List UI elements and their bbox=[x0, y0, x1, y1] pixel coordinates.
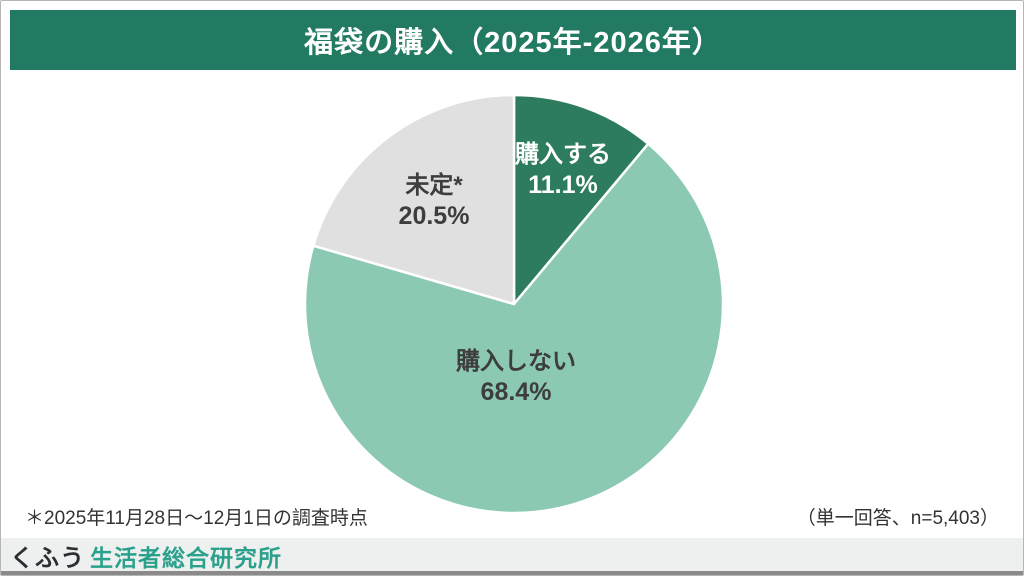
slice-name-no-purchase: 購入しない bbox=[456, 348, 576, 375]
slice-name-undecided: 未定* bbox=[405, 172, 463, 199]
footer-bar: くふう 生活者総合研究所 bbox=[1, 538, 1023, 573]
slice-label-undecided: 未定* 20.5% bbox=[324, 171, 544, 231]
bottom-border bbox=[1, 571, 1023, 575]
page-title: 福袋の購入（2025年-2026年） bbox=[304, 27, 722, 59]
pie-slice-0 bbox=[512, 93, 650, 306]
pie-slice-2 bbox=[312, 93, 516, 306]
slice-value-undecided: 20.5% bbox=[398, 202, 470, 230]
logo-kufu-text: くふう bbox=[10, 545, 85, 572]
brand-logo: くふう 生活者総合研究所 bbox=[10, 538, 282, 573]
slice-value-purchase: 11.1% bbox=[528, 171, 598, 199]
pie-chart-container bbox=[302, 92, 726, 516]
survey-date-note: ＊2025年11月28日〜12月1日の調査時点 bbox=[25, 508, 368, 529]
header-banner: 福袋の購入（2025年-2026年） bbox=[10, 10, 1016, 70]
slice-label-purchase: 購入する 11.1% bbox=[453, 140, 673, 200]
slice-value-no-purchase: 68.4% bbox=[480, 378, 552, 406]
pie-slice-1 bbox=[303, 142, 725, 515]
sample-size-note: （単一回答、n=5,403） bbox=[796, 508, 999, 529]
notes-row: ＊2025年11月28日〜12月1日の調査時点 （単一回答、n=5,403） bbox=[1, 505, 1023, 533]
slice-name-purchase: 購入する bbox=[515, 141, 611, 168]
slice-label-no-purchase: 購入しない 68.4% bbox=[396, 347, 636, 407]
logo-institute-text: 生活者総合研究所 bbox=[90, 545, 282, 571]
pie-chart bbox=[303, 93, 725, 515]
